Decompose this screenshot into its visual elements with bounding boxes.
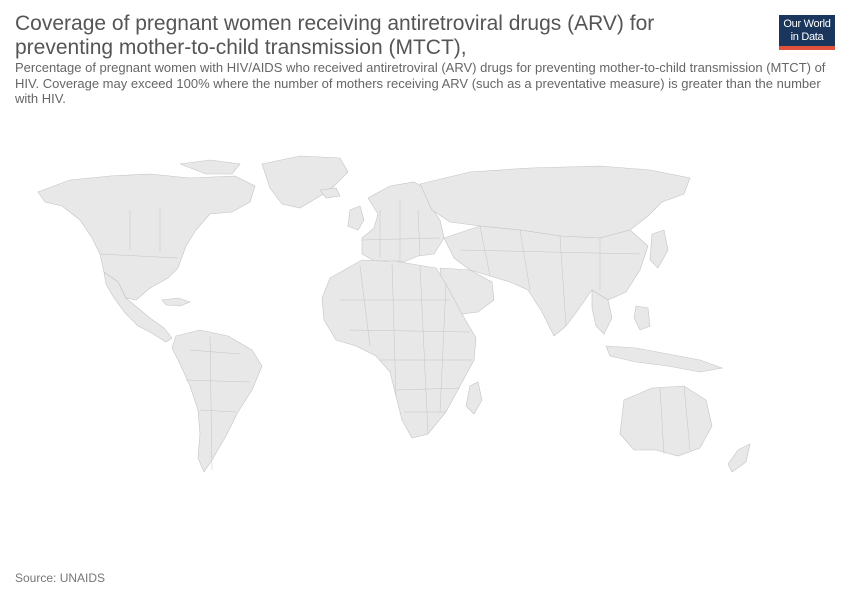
world-map-svg [37,155,751,473]
logo-line-1: Our World [783,18,831,30]
philippines[interactable] [633,305,651,331]
greenland[interactable] [261,155,349,209]
south-america[interactable] [171,329,263,473]
logo-line-2: in Data [790,31,824,43]
japan[interactable] [649,229,669,269]
uk-ireland[interactable] [347,205,365,231]
source-note: Source: UNAIDS [15,571,106,585]
world-map[interactable] [0,150,850,480]
chart-subtitle: Percentage of pregnant women with HIV/AI… [15,60,826,106]
new-zealand[interactable] [727,443,751,473]
iceland[interactable] [319,187,341,199]
owid-logo[interactable]: Our World in Data [779,15,835,50]
country-borders [99,200,691,471]
australia[interactable] [619,385,713,457]
indonesia[interactable] [605,345,724,373]
arctic-islands[interactable] [179,159,241,175]
north-america[interactable] [37,173,256,301]
russia[interactable] [419,165,691,239]
southeast-asia[interactable] [591,289,613,335]
central-america[interactable] [103,271,173,343]
caribbean[interactable] [161,297,191,307]
madagascar[interactable] [465,381,483,415]
chart-title: Coverage of pregnant women receiving ant… [15,12,655,59]
